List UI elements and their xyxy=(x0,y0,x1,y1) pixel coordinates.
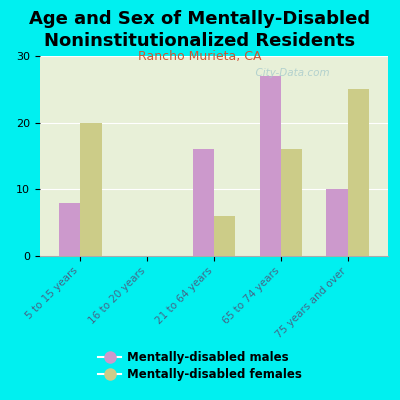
Text: Rancho Murieta, CA: Rancho Murieta, CA xyxy=(138,50,262,63)
Bar xyxy=(326,189,348,256)
Bar xyxy=(214,216,236,256)
Text: Age and Sex of Mentally-Disabled
Noninstitutionalized Residents: Age and Sex of Mentally-Disabled Noninst… xyxy=(30,10,370,50)
Bar xyxy=(348,89,369,256)
Bar xyxy=(192,149,214,256)
Bar xyxy=(59,203,80,256)
Text: City-Data.com: City-Data.com xyxy=(249,68,330,78)
Bar xyxy=(281,149,302,256)
Bar xyxy=(80,123,102,256)
Legend: Mentally-disabled males, Mentally-disabled females: Mentally-disabled males, Mentally-disabl… xyxy=(93,346,307,386)
Bar xyxy=(260,76,281,256)
